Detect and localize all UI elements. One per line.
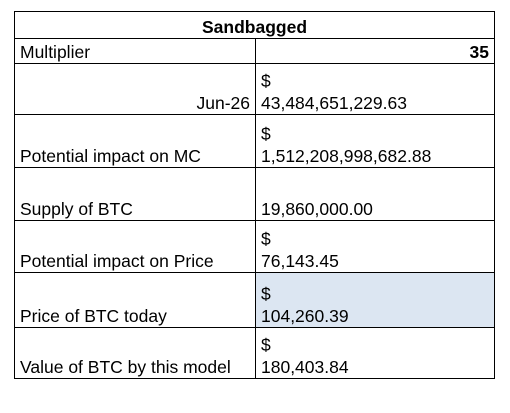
- price-today-value: 104,260.39: [261, 306, 349, 326]
- impact-price-value-cell: $ 76,143.45: [254, 220, 496, 273]
- price-today-value-cell: $ 104,260.39: [254, 272, 496, 328]
- impact-price-label: Potential impact on Price: [14, 220, 256, 273]
- table-row-jun-26: Jun-26 $ 43,484,651,229.63: [14, 63, 496, 115]
- jun-26-value: 43,484,651,229.63: [261, 93, 407, 113]
- model-value: 180,403.84: [261, 357, 349, 377]
- jun-26-value-cell: $ 43,484,651,229.63: [254, 63, 496, 115]
- impact-price-value: 76,143.45: [261, 251, 339, 271]
- currency-symbol: $: [261, 284, 271, 304]
- impact-mc-value-cell: $ 1,512,208,998,682.88: [254, 114, 496, 168]
- currency-symbol: $: [261, 229, 271, 249]
- impact-mc-value: 1,512,208,998,682.88: [261, 146, 432, 166]
- table-title: Sandbagged: [13, 11, 496, 39]
- sandbagged-table: Sandbagged Multiplier 35 Jun-26 $ 43,484…: [13, 11, 496, 379]
- table-row-multiplier: Multiplier 35: [14, 38, 496, 64]
- table-row-impact-mc: Potential impact on MC $ 1,512,208,998,6…: [14, 114, 496, 168]
- price-today-label: Price of BTC today: [14, 272, 256, 328]
- currency-symbol: $: [261, 335, 271, 355]
- multiplier-label: Multiplier: [14, 38, 256, 64]
- currency-symbol: $: [261, 124, 271, 144]
- table-row-supply: Supply of BTC 19,860,000.00: [14, 167, 496, 221]
- multiplier-value: 35: [254, 38, 496, 64]
- supply-label: Supply of BTC: [14, 167, 256, 221]
- impact-mc-label: Potential impact on MC: [14, 114, 256, 168]
- model-value-label: Value of BTC by this model: [14, 327, 256, 379]
- jun-26-label: Jun-26: [14, 63, 256, 115]
- currency-symbol: $: [261, 71, 271, 91]
- table-row-model-value: Value of BTC by this model $ 180,403.84: [14, 327, 496, 379]
- title-row: Sandbagged: [13, 11, 496, 39]
- supply-value: 19,860,000.00: [254, 167, 496, 221]
- table-row-price-today: Price of BTC today $ 104,260.39: [14, 272, 496, 328]
- model-value-cell: $ 180,403.84: [254, 327, 496, 379]
- table-row-impact-price: Potential impact on Price $ 76,143.45: [14, 220, 496, 273]
